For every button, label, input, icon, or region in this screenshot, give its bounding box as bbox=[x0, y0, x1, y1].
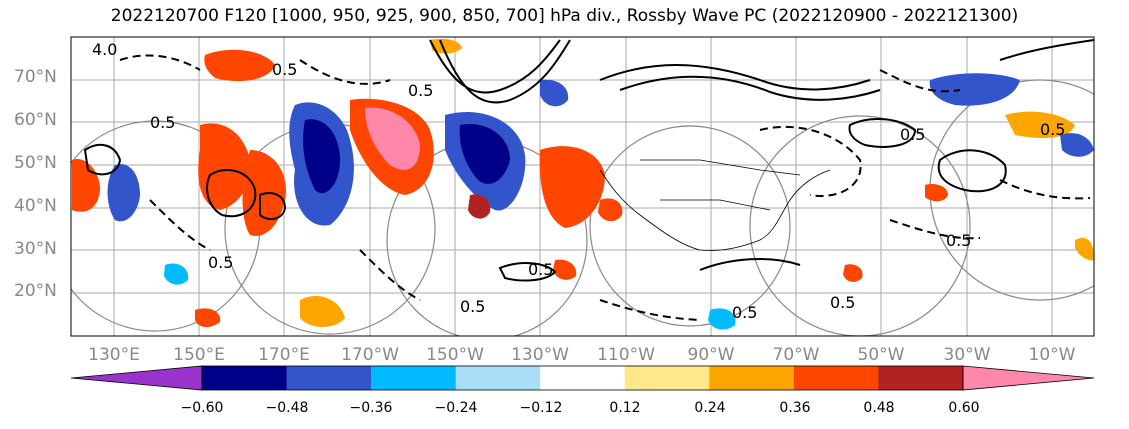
colorbar-tick-label: 0.12 bbox=[609, 400, 641, 416]
latitude-label: 20°N bbox=[14, 281, 57, 301]
contour-label: 0.5 bbox=[150, 113, 175, 132]
colorbar-tick-label: 0.48 bbox=[863, 400, 895, 416]
longitude-label: 150°W bbox=[426, 345, 484, 365]
longitude-label: 130°W bbox=[511, 345, 569, 365]
colorbar-segment bbox=[202, 366, 288, 390]
latitude-label: 50°N bbox=[14, 153, 57, 173]
colorbar-tick-label: 0.36 bbox=[779, 400, 811, 416]
contour-label: 0.5 bbox=[900, 125, 925, 144]
colorbar-tick-label: −0.60 bbox=[180, 400, 224, 416]
latitude-label: 40°N bbox=[14, 196, 57, 216]
map-title: 2022120700 F120 [1000, 950, 925, 900, 85… bbox=[110, 6, 1019, 26]
longitude-label: 70°W bbox=[772, 345, 820, 365]
latitude-label: 60°N bbox=[14, 110, 57, 130]
colorbar-segment bbox=[878, 366, 964, 390]
contour-label: 0.5 bbox=[272, 60, 297, 79]
colorbar-tick-label: 0.60 bbox=[948, 400, 980, 416]
longitude-label: 170°W bbox=[341, 345, 399, 365]
contour-lines-dashed bbox=[119, 54, 1091, 321]
contour-label: 0.5 bbox=[946, 231, 971, 250]
contour-lines bbox=[83, 39, 1094, 282]
contour-label: 4.0 bbox=[92, 40, 117, 59]
contour-label: 0.5 bbox=[408, 81, 433, 100]
longitude-label: 170°E bbox=[258, 345, 310, 365]
colorbar-segment bbox=[709, 366, 795, 390]
colorbar-tick-label: −0.48 bbox=[265, 400, 309, 416]
colorbar-tick-label: −0.36 bbox=[349, 400, 393, 416]
colorbar-segment bbox=[540, 366, 626, 390]
contour-label: 0.5 bbox=[732, 303, 757, 322]
colorbar-segment bbox=[793, 366, 879, 390]
contour-label: 0.5 bbox=[830, 293, 855, 312]
colorbar-tick-label: −0.12 bbox=[519, 400, 563, 416]
coastlines bbox=[599, 159, 831, 251]
longitude-label: 30°W bbox=[943, 345, 991, 365]
colorbar-frame bbox=[201, 365, 964, 391]
longitude-label: 150°E bbox=[173, 345, 225, 365]
longitude-label: 130°E bbox=[88, 345, 140, 365]
contour-label: 0.5 bbox=[208, 253, 233, 272]
latitude-label: 70°N bbox=[14, 67, 57, 87]
longitude-label: 10°W bbox=[1028, 345, 1076, 365]
longitude-label: 110°W bbox=[597, 345, 655, 365]
colorbar-tick-label: −0.24 bbox=[434, 400, 478, 416]
contour-label: 0.5 bbox=[1040, 120, 1065, 139]
contour-label: 0.5 bbox=[460, 297, 485, 316]
colorbar-segment bbox=[624, 366, 710, 390]
colorbar-segment bbox=[455, 366, 541, 390]
contour-label-group: 4.0 0.5 0.5 0.5 0.5 0.5 0.5 0.5 0.5 0.5 … bbox=[92, 40, 1065, 322]
latitude-label: 30°N bbox=[14, 239, 57, 259]
divergence-shading bbox=[72, 38, 1094, 330]
longitude-label: 50°W bbox=[857, 345, 905, 365]
colorbar-segment bbox=[286, 366, 372, 390]
colorbar-extend-high bbox=[962, 365, 1095, 391]
longitude-label: 90°W bbox=[687, 345, 735, 365]
colorbar-segment bbox=[371, 366, 457, 390]
colorbar-extend-low bbox=[70, 365, 203, 391]
colorbar-tick-label: 0.24 bbox=[694, 400, 726, 416]
contour-label: 0.5 bbox=[528, 260, 553, 279]
map-frame bbox=[70, 36, 1095, 337]
